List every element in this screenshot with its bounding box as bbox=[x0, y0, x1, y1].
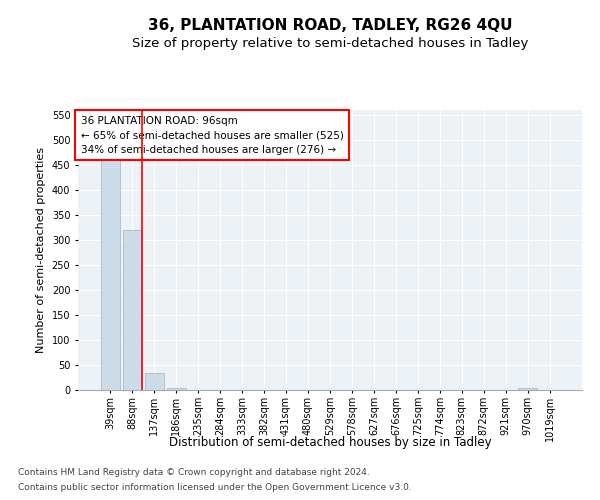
Text: Distribution of semi-detached houses by size in Tadley: Distribution of semi-detached houses by … bbox=[169, 436, 491, 449]
Text: 36 PLANTATION ROAD: 96sqm
← 65% of semi-detached houses are smaller (525)
34% of: 36 PLANTATION ROAD: 96sqm ← 65% of semi-… bbox=[80, 116, 343, 155]
Bar bbox=[145, 372, 164, 390]
Text: Contains public sector information licensed under the Open Government Licence v3: Contains public sector information licen… bbox=[18, 483, 412, 492]
Bar bbox=[518, 388, 537, 390]
Bar bbox=[167, 388, 185, 390]
Bar bbox=[123, 230, 142, 390]
Text: Size of property relative to semi-detached houses in Tadley: Size of property relative to semi-detach… bbox=[132, 38, 528, 51]
Text: Contains HM Land Registry data © Crown copyright and database right 2024.: Contains HM Land Registry data © Crown c… bbox=[18, 468, 370, 477]
Y-axis label: Number of semi-detached properties: Number of semi-detached properties bbox=[36, 147, 46, 353]
Bar bbox=[101, 128, 119, 390]
Text: 36, PLANTATION ROAD, TADLEY, RG26 4QU: 36, PLANTATION ROAD, TADLEY, RG26 4QU bbox=[148, 18, 512, 32]
